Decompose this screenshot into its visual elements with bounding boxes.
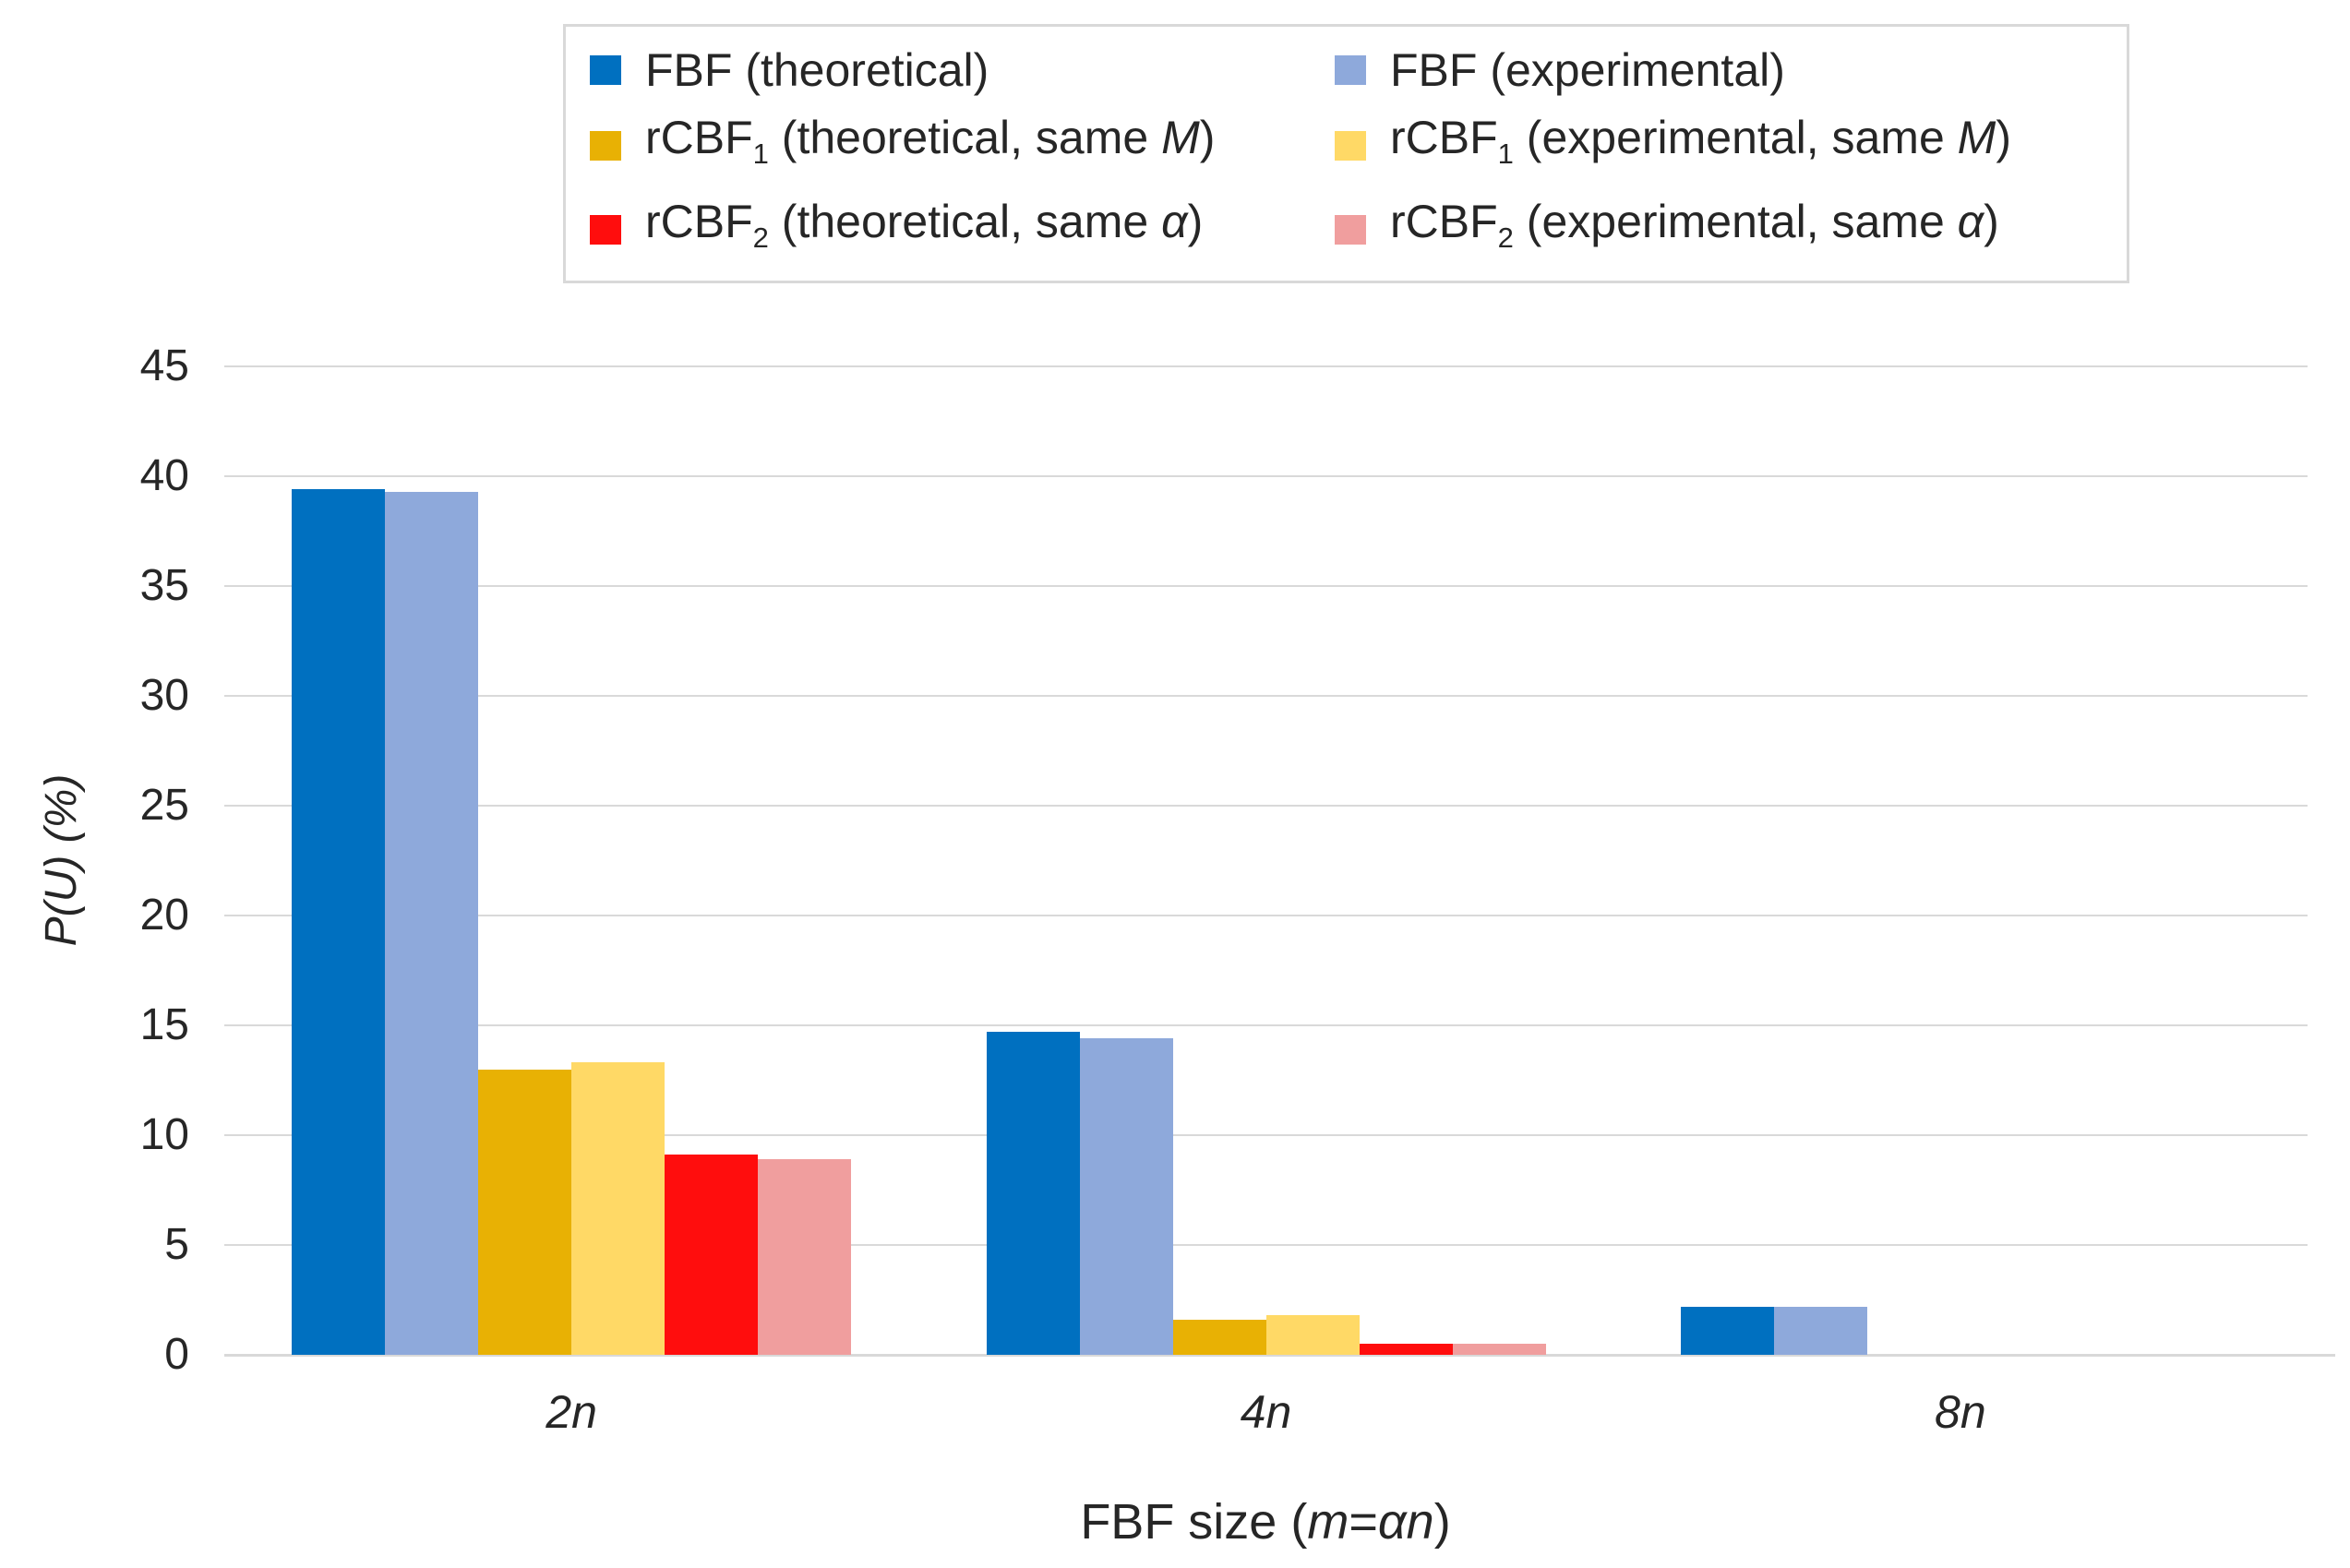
legend-item-fbf-experimental: FBF (experimental)	[1335, 42, 2127, 98]
legend-item-rcbf2-experimental: rCBF2 (experimental, same α)	[1335, 194, 2127, 266]
gridline	[224, 805, 2308, 807]
x-axis-title-segment: FBF size (	[1080, 1494, 1308, 1550]
legend-item-rcbf1-theoretical: rCBF1 (theoretical, same M)	[590, 110, 1335, 182]
gridline	[224, 365, 2308, 367]
bar-fbf-experimental-8n	[1773, 1306, 1867, 1355]
bar-rcbf1-experimental-4n	[1265, 1315, 1360, 1355]
x-axis-title: FBF size (m=αn)	[989, 1490, 1542, 1554]
legend-swatch-icon	[1335, 130, 1366, 161]
bar-rcbf1-experimental-2n	[571, 1062, 665, 1355]
legend-label: FBF (experimental)	[1390, 43, 1785, 96]
bar-fbf-experimental-2n	[385, 491, 479, 1355]
legend-label: rCBF1 (experimental, same M)	[1390, 111, 2011, 170]
legend-swatch-icon	[1335, 214, 1366, 245]
legend-swatch-icon	[590, 130, 621, 161]
legend-swatch-icon	[590, 214, 621, 245]
gridline	[224, 1244, 2308, 1246]
legend-item-rcbf2-theoretical: rCBF2 (theoretical, same α)	[590, 194, 1335, 266]
bar-rcbf2-theoretical-2n	[665, 1155, 759, 1355]
x-category-label-2n: 2n	[546, 1386, 597, 1438]
x-axis-title-segment: m	[1307, 1494, 1349, 1550]
y-tick-label: 40	[139, 451, 189, 500]
y-tick-label: 0	[164, 1330, 189, 1379]
gridline	[224, 475, 2308, 477]
bar-rcbf2-experimental-4n	[1452, 1344, 1546, 1355]
legend-swatch-icon	[1335, 54, 1366, 85]
x-category-label-4n: 4n	[1240, 1386, 1292, 1438]
x-category-label-8n: 8n	[1935, 1386, 1986, 1438]
gridline	[224, 695, 2308, 697]
legend-label: rCBF2 (experimental, same α)	[1390, 195, 1999, 254]
y-tick-label: 25	[139, 781, 189, 830]
bar-rcbf1-theoretical-4n	[1172, 1319, 1266, 1355]
legend-label: rCBF2 (theoretical, same α)	[645, 195, 1204, 254]
legend-item-rcbf1-experimental: rCBF1 (experimental, same M)	[1335, 110, 2127, 182]
bar-rcbf2-theoretical-4n	[1359, 1344, 1453, 1355]
bar-fbf-theoretical-4n	[986, 1032, 1080, 1355]
y-tick-label: 10	[139, 1110, 189, 1159]
bar-fbf-experimental-4n	[1079, 1038, 1173, 1355]
bar-fbf-theoretical-2n	[292, 489, 386, 1355]
y-tick-label: 5	[164, 1220, 189, 1269]
x-axis-title-segment: =	[1349, 1494, 1378, 1550]
y-axis-title: P(U) (%)	[37, 773, 86, 947]
y-tick-label: 45	[139, 341, 189, 390]
gridline	[224, 1134, 2308, 1136]
legend-label: FBF (theoretical)	[645, 43, 989, 96]
x-axis-title-segment: αn	[1377, 1494, 1434, 1550]
y-tick-label: 30	[139, 671, 189, 720]
legend: FBF (theoretical) FBF (experimental) rCBF1…	[563, 24, 2129, 283]
y-tick-label: 15	[139, 1000, 189, 1049]
gridline	[224, 585, 2308, 587]
bar-rcbf2-experimental-2n	[758, 1159, 852, 1355]
bar-rcbf1-theoretical-2n	[478, 1069, 572, 1355]
bar-fbf-theoretical-8n	[1680, 1306, 1774, 1355]
y-tick-label: 35	[139, 561, 189, 610]
legend-swatch-icon	[590, 54, 621, 85]
legend-item-fbf-theoretical: FBF (theoretical)	[590, 42, 1335, 98]
gridline	[224, 1024, 2308, 1026]
legend-label: rCBF1 (theoretical, same M)	[645, 111, 1216, 170]
x-axis-line	[224, 1354, 2335, 1357]
gridline	[224, 915, 2308, 916]
y-tick-label: 20	[139, 891, 189, 940]
x-axis-title-segment: )	[1433, 1494, 1451, 1550]
